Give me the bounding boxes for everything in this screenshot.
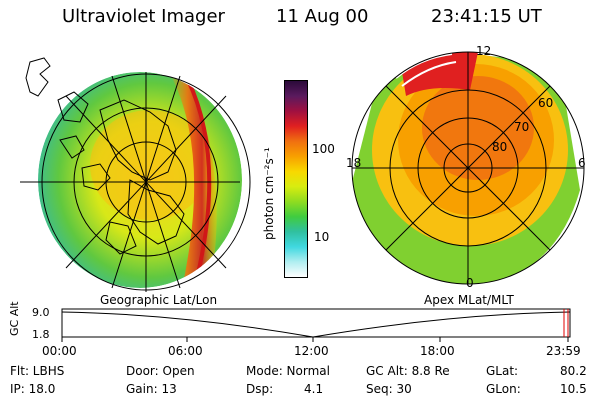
- footer-glat-value: 80.2: [560, 364, 587, 378]
- footer-dsp-label: Dsp:: [246, 382, 274, 396]
- footer-glon-value: 10.5: [560, 382, 587, 396]
- mlat-label-80: 80: [492, 140, 508, 154]
- footer-mode: Mode: Normal: [246, 364, 330, 378]
- footer-gain: Gain: 13: [126, 382, 177, 396]
- footer-glon-label: GLon:: [486, 382, 521, 396]
- footer-glat-label: GLat:: [486, 364, 519, 378]
- timeline-tick-1200: 12:00: [294, 344, 329, 358]
- colorbar: [284, 80, 308, 278]
- mlt-label-noon: 12: [476, 44, 492, 58]
- timeline-tick-2359: 23:59: [546, 344, 581, 358]
- footer-ip: IP: 18.0: [10, 382, 56, 396]
- observation-date: 11 Aug 00: [276, 6, 369, 27]
- footer-filter: Flt: LBHS: [10, 364, 65, 378]
- mlt-label-dawn: 6: [578, 156, 586, 170]
- instrument-title: Ultraviolet Imager: [62, 6, 225, 27]
- timeline-tick-0000: 00:00: [42, 344, 77, 358]
- geo-earth-disc: [38, 72, 242, 288]
- timeline-ytop: 9.0: [32, 306, 50, 319]
- timeline-ylabel: GC Alt: [8, 301, 21, 336]
- observation-time: 23:41:15 UT: [431, 6, 542, 27]
- colorbar-tick-10: 10: [314, 230, 330, 244]
- footer-door: Door: Open: [126, 364, 195, 378]
- timeline-tick-1800: 18:00: [420, 344, 455, 358]
- colorbar-tick-100: 100: [312, 142, 335, 156]
- footer-dsp-value: 4.1: [304, 382, 324, 396]
- colorbar-unit-label: photon cm⁻²s⁻¹: [262, 147, 276, 240]
- mlat-label-70: 70: [514, 120, 530, 134]
- geo-grid: [20, 72, 251, 292]
- apex-grid: [351, 51, 585, 285]
- mlt-label-dusk: 18: [346, 156, 362, 170]
- timeline-tick-0600: 06:00: [168, 344, 203, 358]
- apex-caption: Apex MLat/MLT: [424, 293, 514, 307]
- mlt-label-midnight: 0: [466, 276, 474, 290]
- footer-gc-alt: GC Alt: 8.8 Re: [366, 364, 450, 378]
- geo-caption: Geographic Lat/Lon: [100, 293, 218, 307]
- timeline-ybottom: 1.8: [32, 328, 50, 341]
- footer-seq: Seq: 30: [366, 382, 412, 396]
- mlat-label-60: 60: [538, 96, 554, 110]
